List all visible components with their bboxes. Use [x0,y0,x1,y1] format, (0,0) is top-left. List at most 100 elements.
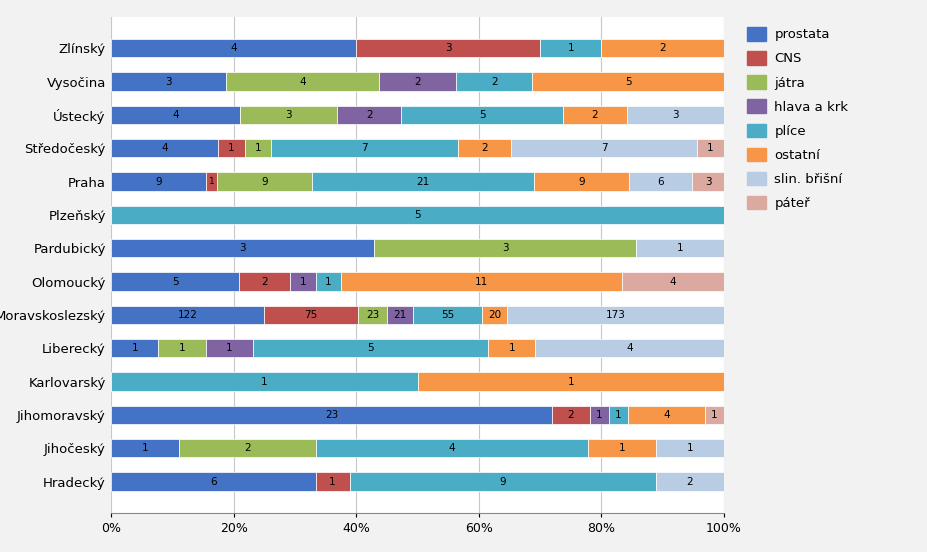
Bar [413,306,482,324]
Bar [535,339,723,358]
Bar [271,139,457,157]
Text: 9: 9 [260,177,268,187]
Bar [455,72,532,91]
Text: 3: 3 [704,177,711,187]
Text: 1: 1 [617,443,625,453]
Text: 2: 2 [365,110,372,120]
Bar [510,139,696,157]
Text: 6: 6 [210,476,217,487]
Bar [401,106,562,124]
Text: 1: 1 [676,243,682,253]
Text: 5: 5 [478,110,485,120]
Text: 1: 1 [254,144,260,153]
Text: 9: 9 [499,476,505,487]
Bar [252,339,488,358]
Text: 9: 9 [156,177,162,187]
Text: 4: 4 [626,343,632,353]
Bar [655,473,723,491]
Bar [290,273,315,291]
Bar [374,239,636,257]
Text: 4: 4 [448,443,454,453]
Text: 1: 1 [566,376,574,386]
Text: 11: 11 [475,277,488,286]
Bar [551,406,590,424]
Text: 2: 2 [260,277,268,286]
Text: 7: 7 [600,144,606,153]
Text: 3: 3 [444,43,451,54]
Bar [111,273,239,291]
Text: 4: 4 [230,43,237,54]
Text: 6: 6 [656,177,663,187]
Bar [379,72,455,91]
Text: 5: 5 [367,343,374,353]
Text: 55: 55 [440,310,454,320]
Text: 5: 5 [171,277,178,286]
Bar [358,306,387,324]
Bar [704,406,723,424]
Bar [111,106,240,124]
Text: 75: 75 [304,310,317,320]
Bar [356,39,540,57]
Bar [311,172,533,191]
Text: 1: 1 [142,443,148,453]
Text: 20: 20 [488,310,501,320]
Bar [562,106,627,124]
Bar [337,106,401,124]
Bar [692,172,723,191]
Bar [601,39,723,57]
Text: 3: 3 [671,110,678,120]
Legend: prostata, CNS, játra, hlava a krk, plíce, ostatní, slin. břišní, páteř: prostata, CNS, játra, hlava a krk, plíce… [742,23,851,214]
Bar [696,139,723,157]
Text: 2: 2 [686,476,692,487]
Text: 5: 5 [413,210,421,220]
Text: 1: 1 [686,443,692,453]
Text: 4: 4 [161,144,168,153]
Bar [655,439,723,458]
Text: 2: 2 [590,110,598,120]
Bar [111,72,226,91]
Text: 2: 2 [244,443,250,453]
Bar [608,406,628,424]
Bar [341,273,621,291]
Text: 2: 2 [480,144,487,153]
Text: 173: 173 [605,310,625,320]
Text: 4: 4 [172,110,179,120]
Bar [315,473,349,491]
Bar [540,39,601,57]
Text: 1: 1 [615,410,621,420]
Text: 122: 122 [178,310,197,320]
Bar [226,72,379,91]
Bar [111,39,356,57]
Text: 2: 2 [490,77,497,87]
Text: 1: 1 [225,343,232,353]
Text: 1: 1 [299,277,306,286]
Bar [159,339,206,358]
Text: 3: 3 [285,110,292,120]
Bar [627,106,723,124]
Text: 4: 4 [299,77,306,87]
Bar [240,106,337,124]
Bar [636,239,723,257]
Text: 23: 23 [324,410,337,420]
Text: 1: 1 [209,177,214,186]
Text: 9: 9 [578,177,584,187]
Text: 1: 1 [329,476,336,487]
Bar [217,172,311,191]
Bar [621,273,723,291]
Bar [111,406,551,424]
Bar [315,273,341,291]
Text: 1: 1 [132,343,138,353]
Bar [111,473,315,491]
Text: 3: 3 [165,77,171,87]
Text: 2: 2 [658,43,666,54]
Bar [457,139,510,157]
Bar [507,306,723,324]
Bar [387,306,413,324]
Bar [628,406,704,424]
Bar [417,373,723,391]
Text: 21: 21 [393,310,406,320]
Bar [111,139,218,157]
Text: 1: 1 [324,277,331,286]
Bar [179,439,315,458]
Text: 1: 1 [260,376,268,386]
